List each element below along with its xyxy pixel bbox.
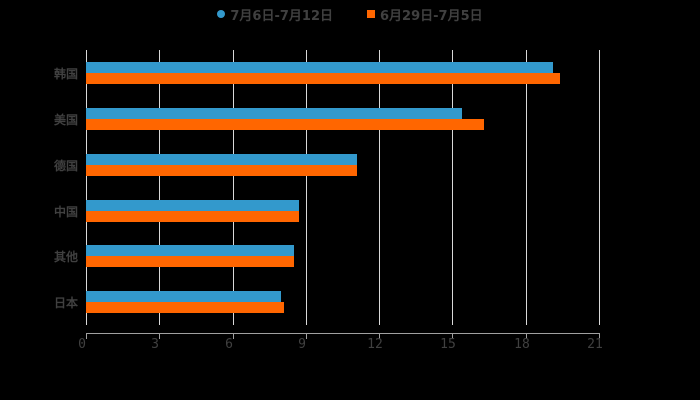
x-tick-label: 12 bbox=[367, 337, 383, 352]
x-tick-label: 18 bbox=[514, 337, 530, 352]
bar[interactable] bbox=[86, 256, 294, 268]
bar[interactable] bbox=[86, 73, 560, 84]
bar[interactable] bbox=[86, 245, 294, 257]
y-axis-line bbox=[86, 50, 87, 325]
bar[interactable] bbox=[86, 291, 282, 303]
legend: 7月6日-7月12日 6月29日-7月5日 bbox=[0, 4, 700, 24]
legend-item-series-1[interactable]: 7月6日-7月12日 bbox=[217, 4, 333, 24]
x-tick-label: 6 bbox=[225, 337, 233, 352]
gridline bbox=[159, 50, 160, 325]
category-label: 韩国 bbox=[53, 67, 78, 81]
bar[interactable] bbox=[86, 210, 299, 222]
x-tick-label: 3 bbox=[151, 337, 159, 352]
x-tick bbox=[599, 333, 600, 339]
x-tick bbox=[233, 333, 234, 339]
legend-square-icon bbox=[367, 10, 375, 18]
category-label: 德国 bbox=[53, 158, 78, 173]
bar[interactable] bbox=[86, 164, 358, 176]
bar[interactable] bbox=[86, 302, 284, 314]
bar[interactable] bbox=[86, 107, 463, 119]
gridline bbox=[599, 50, 600, 325]
gridline bbox=[379, 50, 380, 325]
x-tick bbox=[379, 333, 380, 339]
category-label: 美国 bbox=[53, 112, 78, 127]
plot-area bbox=[86, 50, 600, 325]
gridline bbox=[233, 50, 234, 325]
category-label: 其他 bbox=[53, 250, 78, 265]
category-label: 中国 bbox=[53, 204, 78, 219]
x-tick bbox=[86, 333, 87, 339]
gridline bbox=[452, 50, 453, 325]
x-tick bbox=[306, 333, 307, 339]
x-tick bbox=[526, 333, 527, 339]
x-tick bbox=[159, 333, 160, 339]
bar[interactable] bbox=[86, 118, 485, 130]
x-tick bbox=[452, 333, 453, 339]
category-label: 日本 bbox=[53, 296, 78, 311]
gridline bbox=[306, 50, 307, 325]
legend-dot-icon bbox=[217, 10, 226, 18]
bar[interactable] bbox=[86, 199, 299, 211]
bar[interactable] bbox=[86, 153, 358, 165]
legend-label: 7月6日-7月12日 bbox=[230, 8, 333, 24]
x-tick-label: 9 bbox=[298, 337, 306, 352]
legend-item-series-2[interactable]: 6月29日-7月5日 bbox=[367, 4, 483, 24]
legend-label: 6月29日-7月5日 bbox=[380, 8, 483, 24]
gridline bbox=[526, 50, 527, 325]
bar[interactable] bbox=[86, 62, 553, 73]
x-axis-line bbox=[86, 333, 599, 334]
x-tick-label: 15 bbox=[440, 337, 456, 352]
x-tick-label: 0 bbox=[78, 337, 86, 352]
x-tick-label: 21 bbox=[587, 337, 603, 352]
